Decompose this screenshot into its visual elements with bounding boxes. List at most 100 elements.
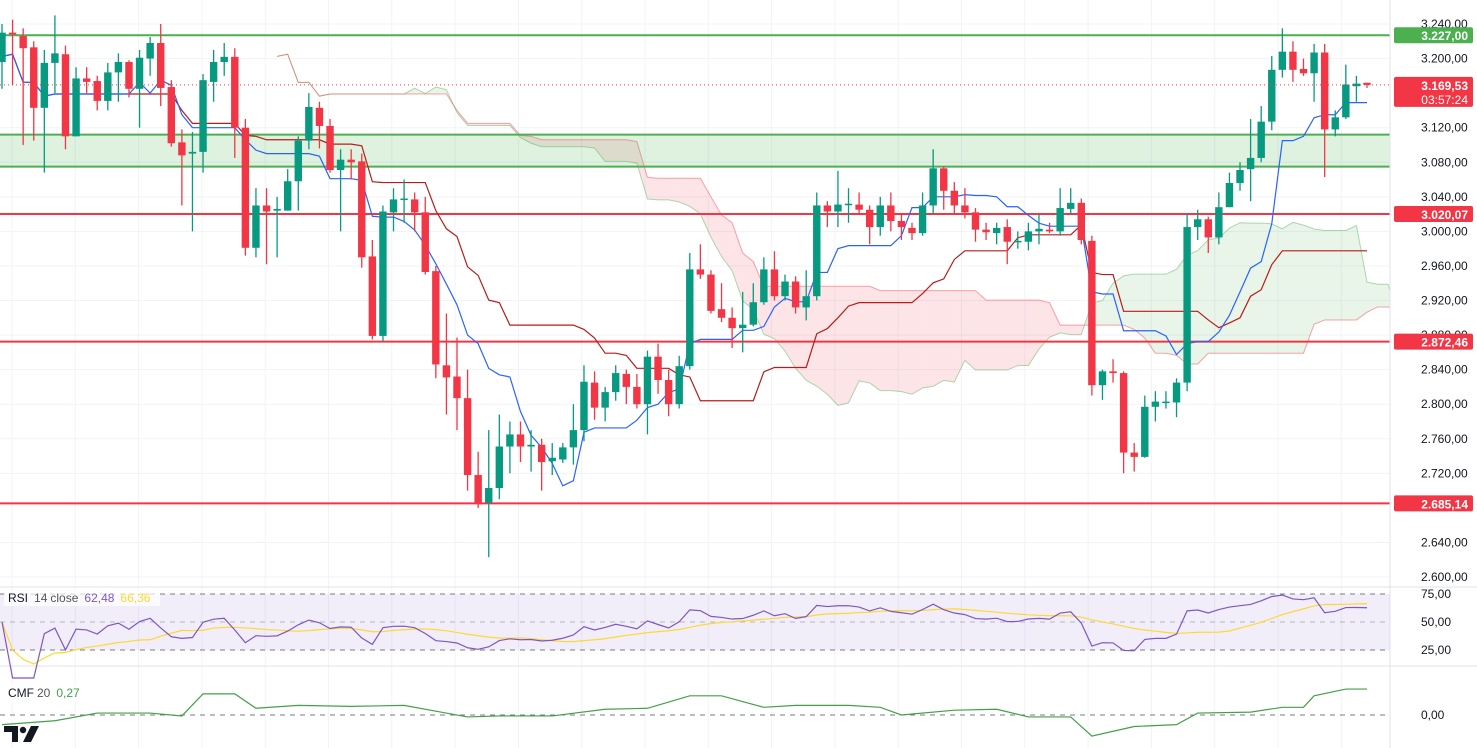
candle-body [252,205,260,248]
ichimoku-cloud-segment [806,286,817,387]
rsi-value: 62,48 [84,591,115,605]
candle-body [1236,170,1244,183]
ichimoku-cloud-segment [869,286,881,391]
candle-body [1310,52,1318,74]
candle-body [1204,219,1212,238]
candle-body [104,72,112,101]
ichimoku-cloud-segment [1409,311,1420,321]
tradingview-logo[interactable] [4,724,44,744]
candle-body [1119,373,1128,453]
candle-body [421,212,429,272]
candle-body [1246,157,1255,170]
candle-body [612,373,620,393]
candle-body [30,47,38,108]
ichimoku-cloud-segment [435,87,447,94]
candle-body [537,444,546,463]
candle-body [358,161,366,258]
candle-body [442,365,451,378]
ichimoku-cloud-segment [1303,225,1315,354]
candle-body [865,209,874,228]
ichimoku-cloud-segment [954,290,965,382]
candle-body [781,281,789,297]
ichimoku-cloud-segment [922,290,934,388]
ichimoku-leading-span-a [277,53,1390,407]
candle-body [241,127,250,248]
ichimoku-cloud-segment [1060,325,1071,335]
price-tick-label: 2.720,00 [1421,466,1468,480]
candle-body [844,203,853,206]
candle-body [940,168,948,191]
candle-body [1151,401,1160,407]
ichimoku-cloud-segment [658,178,669,200]
ichimoku-conversion-line [1,53,1367,487]
candle-body [93,81,101,101]
candle-body [950,190,959,206]
candle-body [664,379,673,405]
candle-body [368,256,377,336]
candle-body [1014,240,1022,243]
candle-body [802,296,810,308]
rsi-title: RSI [8,591,29,605]
ichimoku-cloud-segment [816,286,828,395]
candle-body [897,221,906,228]
bar-countdown: 03:57:24 [1421,93,1468,107]
ichimoku-cloud-segment [1134,274,1145,339]
price-tick-label: 2.600,00 [1421,570,1468,584]
candle-body [633,386,641,405]
candle-body [1225,182,1234,208]
ichimoku-cloud-segment [996,300,1008,371]
ichimoku-cloud-segment [1197,239,1209,365]
ichimoku-cloud-segment [1081,303,1092,335]
candle-body [209,62,218,82]
ichimoku-cloud-segment [1462,311,1473,327]
level-price-tag-bg [1394,27,1473,44]
price-tick-label: 3.120,00 [1421,121,1468,135]
candle-body [738,324,747,329]
ichimoku-cloud-segment [562,139,574,147]
ichimoku-cloud-segment [1399,311,1410,321]
candle-body [336,159,345,171]
candle-body [8,32,17,35]
price-tick-label: 3.080,00 [1421,155,1468,169]
candle-body [294,140,302,182]
candle-body [231,56,239,128]
price-tick-label: 3.040,00 [1421,190,1468,204]
ichimoku-cloud-segment [404,88,415,94]
candle-body [992,227,1001,234]
candle-body [1172,382,1181,403]
ichimoku-cloud-segment [1028,300,1039,366]
ichimoku-cloud-segment [1218,228,1230,354]
level-price-tag-bg [1394,333,1473,350]
candle-body [485,488,493,503]
candle-body [315,107,324,126]
ichimoku-cloud-segment [1049,302,1061,338]
candle-body [72,78,80,137]
candle-body [379,211,387,336]
candle-body [1035,228,1043,232]
ichimoku-cloud-segment [277,54,288,57]
ichimoku-cloud-segment [457,110,468,126]
ichimoku-cloud-segment [478,123,489,126]
ichimoku-cloud-segment [1165,269,1177,356]
cmf-legend: CMF 20 0,27 [4,685,90,701]
candle-body [432,271,440,365]
candle-body [82,78,91,82]
ichimoku-cloud-segment [605,139,616,162]
candle-body [1257,121,1265,158]
candle-body [326,125,334,171]
ichimoku-cloud-segment [1292,222,1304,354]
candle-body [495,446,504,489]
ichimoku-cloud-segment [531,136,542,147]
candle-body [157,43,165,88]
candle-body [188,151,197,154]
candle-body [125,62,133,89]
ichimoku-cloud-segment [626,139,637,164]
ichimoku-cloud-segment [1038,300,1050,350]
rsi-tick-label: 25,00 [1421,643,1451,657]
price-tick-label: 2.960,00 [1421,259,1468,273]
ichimoku-cloud-segment [1017,300,1029,366]
cmf-title: CMF [8,686,34,700]
candle-body [199,80,207,152]
ichimoku-cloud-segment [1240,222,1251,354]
